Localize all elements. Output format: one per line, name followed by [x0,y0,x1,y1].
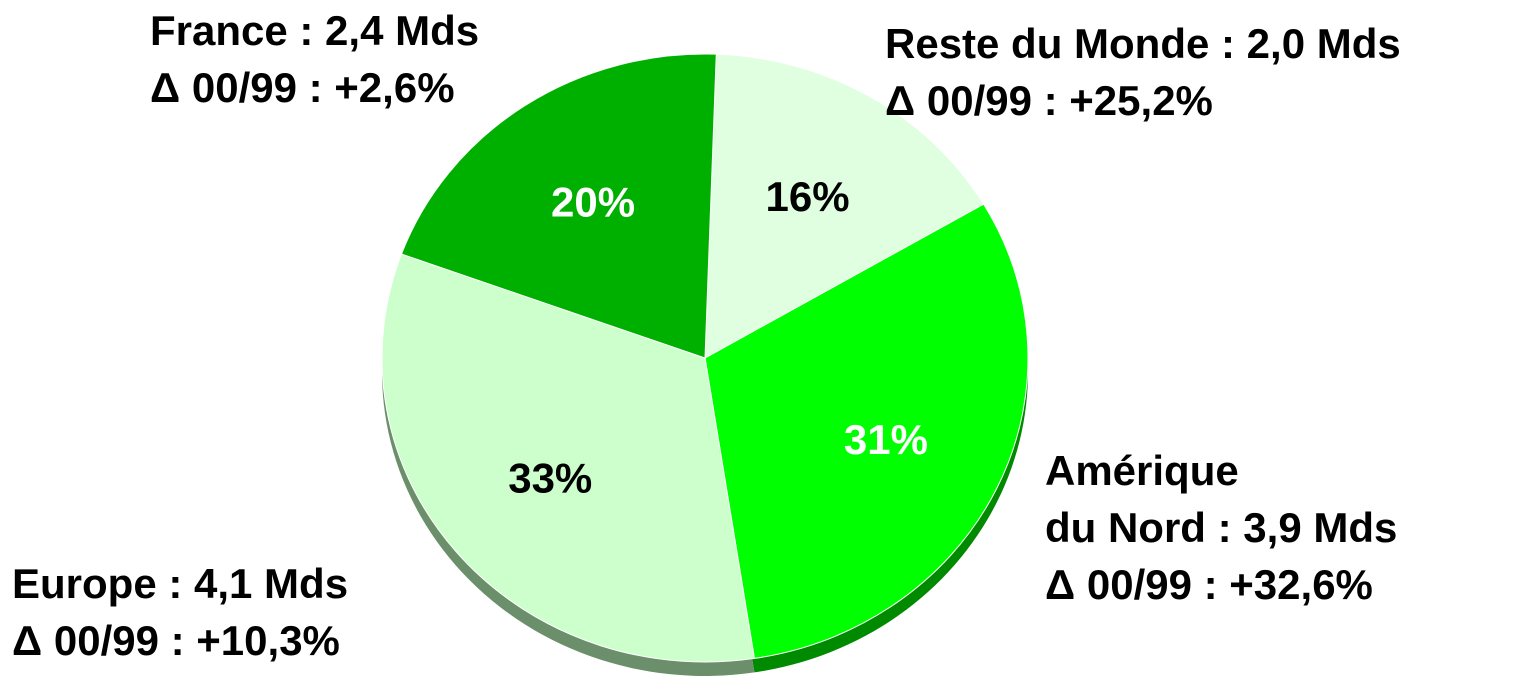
slice-label: Amérique [1045,447,1239,494]
slice [704,203,1029,659]
value-label: 31% [844,416,928,463]
slice-label: Europe : 4,1 Mds [12,560,348,607]
slice-delta: Δ 00/99 : +2,6% [150,64,455,111]
slice-delta: Δ 00/99 : +32,6% [1045,561,1373,608]
value-label: 33% [508,455,592,502]
slice [704,53,985,359]
slice-label: France : 2,4 Mds [150,7,479,54]
value-label: 16% [766,173,850,220]
slice-label: Reste du Monde : 2,0 Mds [885,20,1401,67]
value-label: 20% [551,179,635,226]
slice [400,53,717,359]
slice-delta: Δ 00/99 : +10,3% [12,617,340,664]
slice [381,253,755,663]
slice-delta: Δ 00/99 : +25,2% [885,77,1213,124]
slice-label: du Nord : 3,9 Mds [1045,504,1397,551]
